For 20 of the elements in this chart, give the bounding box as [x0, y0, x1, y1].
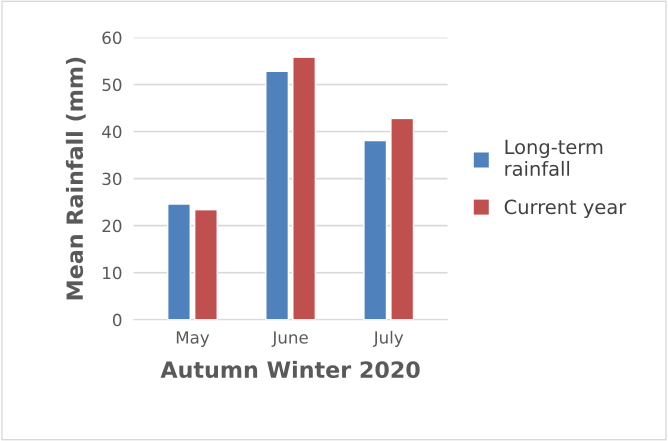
x-axis-title: Autumn Winter 2020: [160, 360, 420, 378]
bar: [265, 70, 290, 320]
x-tick-label: July: [372, 330, 404, 347]
bar: [292, 56, 316, 320]
bar: [390, 118, 414, 320]
legend-label: Current year: [504, 200, 626, 218]
bar: [363, 140, 388, 320]
y-tick-label: 20: [102, 220, 122, 232]
y-tick-label: 40: [102, 126, 122, 138]
y-tick-label: 0: [112, 314, 122, 326]
legend-label: Long-term rainfall: [505, 140, 602, 176]
x-tick-label: May: [176, 331, 210, 347]
y-tick-label: 30: [102, 172, 122, 186]
y-tick-label: 50: [102, 78, 122, 92]
bar: [194, 208, 218, 320]
x-tick-label: June: [272, 331, 308, 347]
y-tick-label: 10: [103, 266, 122, 280]
y-axis-title: Mean Rainfall (mm): [66, 58, 86, 300]
bar: [167, 203, 191, 320]
y-tick-label: 60: [102, 31, 122, 44]
